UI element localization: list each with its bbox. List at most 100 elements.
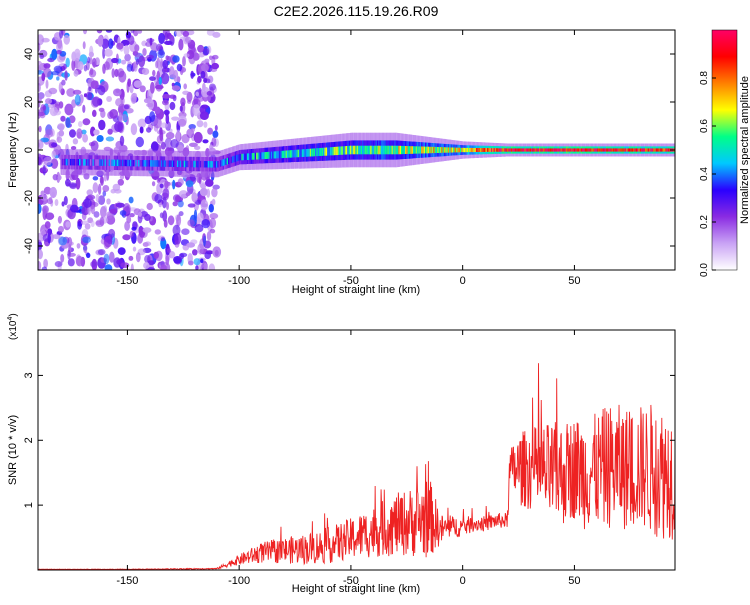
band-core [277,151,280,159]
band-core [433,146,435,154]
noise-blob [47,103,56,108]
noise-blob [38,156,42,165]
noise-blob [104,48,113,57]
band-core [583,148,585,152]
noise-blob [179,105,183,112]
noise-blob [203,262,208,270]
noise-blob [197,44,205,53]
y-tick-label: 40 [23,48,35,60]
band-core [438,147,441,153]
noise-blob [48,196,53,202]
noise-blob [120,262,130,269]
noise-blob [187,203,196,208]
band-core [340,146,343,155]
noise-blob [101,38,109,49]
band-core [649,148,651,152]
band-core [474,148,477,152]
noise-blob [45,129,54,138]
band-core [485,148,488,152]
band-core [346,146,348,155]
noise-blob [61,79,66,86]
y-tick-label: 1 [23,502,35,508]
noise-blob [143,261,150,270]
noise-blob [96,30,103,34]
noise-blob [45,79,49,89]
band-core [539,148,541,152]
band-core [376,145,379,155]
noise-blob [188,260,194,266]
noise-blob [142,227,152,234]
band-core [130,159,132,167]
band-core [657,148,659,152]
noise-blob [121,59,127,65]
noise-blob [56,50,62,55]
noise-blob [119,174,125,180]
noise-blob [114,121,123,132]
band-core [423,146,426,154]
snr-frame [37,329,676,571]
band-core [313,148,316,157]
noise-blob [90,204,96,215]
noise-blob [43,63,51,69]
noise-blob [96,135,104,142]
noise-blob [165,55,169,61]
noise-blob [54,199,59,206]
noise-blob [129,230,134,238]
noise-blob [197,212,204,223]
noise-blob [193,131,203,144]
noise-blob [89,67,94,76]
band-core [426,146,429,154]
band-core [588,148,591,152]
y-tick-label: 0 [23,147,35,153]
band-core [586,148,588,152]
noise-blob [182,30,190,37]
noise-blob [154,106,161,114]
band-core [383,145,386,155]
band-core [80,159,83,166]
noise-blob [158,76,162,85]
noise-blob [109,208,118,214]
noise-blob [183,83,187,90]
noise-blob [118,112,123,124]
band-core [265,152,268,159]
band-core [308,148,310,157]
band-core [316,148,319,157]
noise-blob [119,210,127,216]
band-core [67,158,69,166]
band-core [473,148,475,153]
band-core [336,146,339,156]
band-core [213,161,215,168]
x-tick-label: -50 [343,575,359,587]
noise-blob [185,180,194,188]
noise-blob [211,54,219,60]
band-core [230,156,233,164]
band-core [482,148,485,152]
band-core [421,146,423,154]
band-core [556,148,559,152]
band-core [641,148,643,152]
noise-blob [87,56,91,64]
noise-blob [151,181,156,187]
noise-blob [177,178,184,186]
band-core [661,148,663,152]
band-core [72,158,74,166]
noise-blob [155,250,163,262]
band-core [221,159,223,167]
band-core [388,145,391,155]
band-core [498,148,501,152]
band-core [119,159,121,167]
noise-blob [105,30,113,33]
band-core [599,148,602,152]
noise-blob [197,243,204,255]
band-core [126,159,128,167]
band-core [260,152,262,160]
band-core [635,148,638,152]
band-core [191,160,194,168]
noise-blob [197,97,204,102]
band-core [124,159,127,167]
band-core [253,152,256,160]
noise-blob [183,53,190,58]
band-core [92,159,95,166]
band-core [571,148,573,152]
band-core [553,148,556,152]
